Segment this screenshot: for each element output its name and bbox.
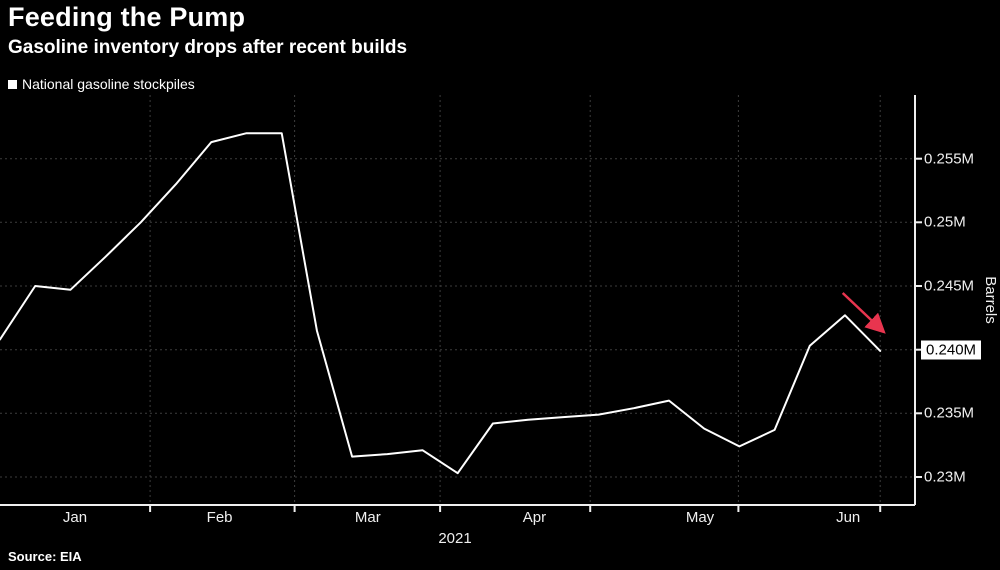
series-line bbox=[0, 132, 882, 475]
source-attribution: Source: EIA bbox=[8, 549, 82, 564]
x-axis-tick-label: Jun bbox=[836, 509, 861, 526]
decline-arrow-icon bbox=[841, 292, 886, 334]
legend-swatch-icon bbox=[8, 79, 17, 89]
y-axis-tick-label: 0.23M bbox=[924, 468, 966, 486]
y-axis-tick-label: 0.245M bbox=[924, 277, 975, 295]
y-axis-title: Barrels bbox=[982, 276, 999, 324]
y-axis-tick-label: 0.235M bbox=[924, 404, 975, 422]
chart-subtitle: Gasoline inventory drops after recent bu… bbox=[8, 37, 408, 58]
y-axis-tick-label: 0.255M bbox=[924, 150, 975, 168]
y-axis-tick-label: 0.25M bbox=[924, 213, 966, 231]
x-axis-year-label: 2021 bbox=[438, 530, 472, 547]
x-axis-tick-label: Apr bbox=[522, 509, 547, 526]
x-axis-tick-label: Jan bbox=[62, 509, 88, 526]
y-tick-current-value-badge: 0.240M bbox=[921, 340, 982, 360]
legend-label: National gasoline stockpiles bbox=[22, 76, 195, 92]
legend: National gasoline stockpiles bbox=[8, 76, 195, 92]
x-axis-tick-label: Feb bbox=[206, 509, 233, 526]
x-axis-tick-label: May bbox=[685, 509, 715, 526]
chart-title: Feeding the Pump bbox=[8, 2, 246, 32]
x-axis-tick-label: Mar bbox=[354, 509, 381, 526]
